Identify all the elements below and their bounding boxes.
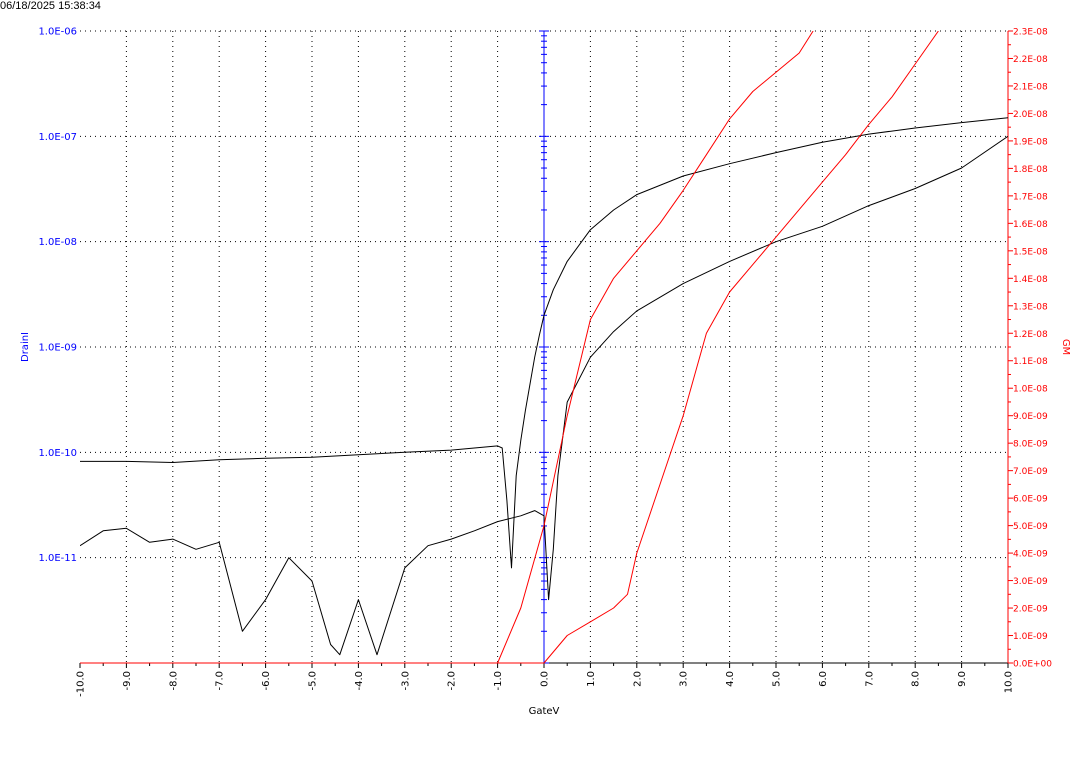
- series-line-1: [80, 117, 1008, 569]
- labels: -10.0 -9.0 -8.0 -7.0 -6.0 -5.0 -4.0 -3.0 -2.0 -1.…: [20, 27, 1071, 718]
- x-tick-label: 4.0: [725, 671, 736, 687]
- x-tick-label: -6.0: [261, 671, 272, 691]
- y-right-tick-label: 1.7E-08: [1013, 192, 1048, 202]
- y-left-axis-title: DrainI: [20, 332, 31, 362]
- x-tick-label: 1.0: [586, 671, 597, 687]
- y-right-tick-label: 0.0E+00: [1013, 660, 1052, 670]
- y-left-tick-label: 1.0E-09: [38, 343, 77, 354]
- y-right-tick-label: 2.0E-08: [1013, 110, 1048, 120]
- x-tick-label: -2.0: [447, 671, 458, 691]
- x-tick-label: 2.0: [632, 671, 643, 687]
- y-right-tick-label: 4.0E-09: [1013, 550, 1048, 560]
- x-tick-label: 8.0: [911, 671, 922, 687]
- y-right-tick-label: 2.3E-08: [1013, 28, 1048, 38]
- x-tick-label: 9.0: [957, 671, 968, 687]
- x-tick-label: -3.0: [400, 671, 411, 691]
- y-right-tick-label: 1.9E-08: [1013, 137, 1048, 147]
- y-left-tick-label: 1.0E-06: [38, 27, 77, 38]
- y-right-tick-label: 5.0E-09: [1013, 522, 1048, 532]
- y-right-tick-label: 1.0E-09: [1013, 632, 1048, 642]
- x-tick-label: 6.0: [818, 671, 829, 687]
- y-right-tick-label: 1.0E-08: [1013, 385, 1048, 395]
- x-tick-label: 7.0: [864, 671, 875, 687]
- y-right-tick-label: 1.2E-08: [1013, 330, 1048, 340]
- y-right-tick-label: 6.0E-09: [1013, 495, 1048, 505]
- y-left-tick-label: 1.0E-10: [38, 448, 77, 459]
- x-tick-label: -8.0: [168, 671, 179, 691]
- x-tick-label: -5.0: [308, 671, 319, 691]
- y-right-tick-label: 1.1E-08: [1013, 357, 1048, 367]
- x-tick-label: 10.0: [1004, 671, 1015, 693]
- y-left-tick-label: 1.0E-07: [38, 132, 77, 143]
- x-tick-label: 0.0: [540, 671, 551, 687]
- y-left-tick-label: 1.0E-11: [38, 553, 77, 564]
- y-right-tick-label: 1.6E-08: [1013, 220, 1048, 230]
- y-right-tick-label: 2.0E-09: [1013, 605, 1048, 615]
- x-tick-label: 5.0: [772, 671, 783, 687]
- y-right-tick-label: 2.1E-08: [1013, 82, 1048, 92]
- y-right-tick-label: 1.5E-08: [1013, 247, 1048, 257]
- x-tick-label: -4.0: [354, 671, 365, 691]
- x-tick-label: -1.0: [493, 671, 504, 691]
- y-right-tick-label: 1.8E-08: [1013, 165, 1048, 175]
- x-tick-label: -10.0: [76, 671, 87, 697]
- y-right-tick-label: 3.0E-09: [1013, 577, 1048, 587]
- x-tick-label: 3.0: [679, 671, 690, 687]
- y-right-tick-label: 9.0E-09: [1013, 412, 1048, 422]
- x-axis-title: GateV: [529, 706, 560, 717]
- y-right-tick-label: 8.0E-09: [1013, 440, 1048, 450]
- x-tick-label: -7.0: [215, 671, 226, 691]
- y-right-axis-title: GM: [1060, 339, 1071, 355]
- y-left-tick-label: 1.0E-08: [38, 237, 77, 248]
- series-line-2: [80, 135, 1008, 656]
- axes: [79, 30, 1013, 668]
- grid: [80, 30, 1008, 663]
- y-right-tick-label: 1.4E-08: [1013, 275, 1048, 285]
- series-line-4: [80, 31, 939, 664]
- series-layer: [80, 31, 1008, 664]
- timestamp: 06/18/2025 15:38:34: [0, 0, 101, 12]
- series-line-3: [80, 31, 814, 664]
- y-right-tick-label: 2.2E-08: [1013, 55, 1048, 65]
- x-tick-label: -9.0: [122, 671, 133, 691]
- y-right-tick-label: 7.0E-09: [1013, 467, 1048, 477]
- y-right-tick-label: 1.3E-08: [1013, 302, 1048, 312]
